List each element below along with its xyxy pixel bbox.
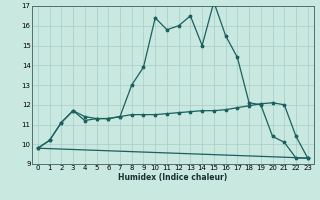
X-axis label: Humidex (Indice chaleur): Humidex (Indice chaleur) (118, 173, 228, 182)
